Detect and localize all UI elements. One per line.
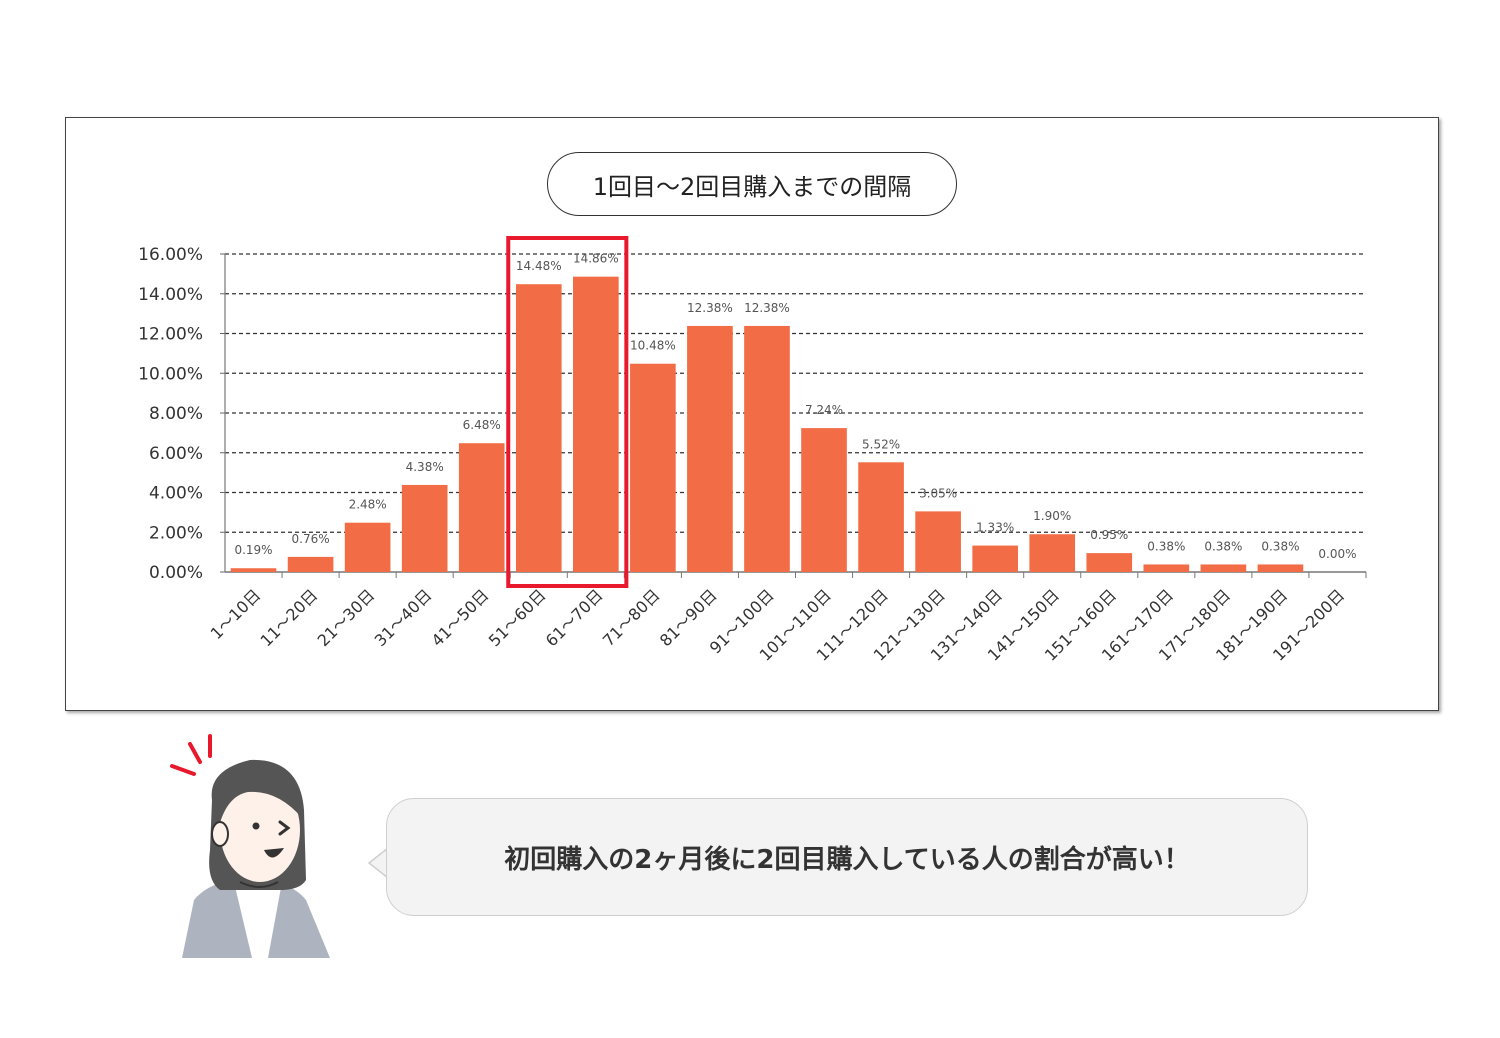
- bar: [458, 443, 505, 572]
- bar: [1257, 564, 1304, 572]
- category-label: 31～40日: [371, 585, 436, 650]
- bar: [344, 522, 391, 572]
- bar: [801, 428, 847, 572]
- data-label: 0.00%: [1318, 547, 1356, 561]
- data-label: 0.38%: [1147, 539, 1185, 553]
- category-label: 1～10日: [207, 585, 265, 643]
- y-tick-label: 2.00%: [149, 523, 203, 543]
- chart-title: 1回目～2回目購入までの間隔: [547, 152, 957, 216]
- bar: [1143, 564, 1190, 572]
- bar: [1086, 553, 1133, 572]
- y-tick-label: 10.00%: [138, 364, 203, 384]
- data-label: 0.95%: [1090, 528, 1128, 542]
- data-label: 14.86%: [573, 252, 619, 266]
- y-tick-label: 14.00%: [138, 285, 203, 305]
- data-label: 6.48%: [463, 418, 501, 432]
- data-label: 7.24%: [805, 403, 843, 417]
- data-label: 4.38%: [406, 460, 444, 474]
- bar: [1029, 534, 1076, 572]
- bar: [515, 284, 562, 572]
- data-label: 14.48%: [516, 259, 562, 273]
- y-tick-label: 0.00%: [149, 563, 203, 583]
- category-label: 61～70日: [542, 585, 607, 650]
- data-label: 0.38%: [1261, 539, 1299, 553]
- y-tick-label: 8.00%: [149, 404, 203, 424]
- data-label: 12.38%: [744, 301, 790, 315]
- bar: [687, 325, 733, 572]
- bar: [1200, 564, 1247, 572]
- speech-bubble: 初回購入の2ヶ月後に2回目購入している人の割合が高い！: [386, 798, 1308, 916]
- person-illustration-icon: [170, 734, 330, 958]
- y-tick-label: 12.00%: [138, 325, 203, 345]
- data-label: 1.33%: [976, 521, 1014, 535]
- y-tick-label: 4.00%: [149, 484, 203, 504]
- data-label: 2.48%: [349, 498, 387, 512]
- bar: [287, 556, 334, 572]
- highlight-box: [506, 236, 629, 588]
- data-label: 0.38%: [1204, 539, 1242, 553]
- bar: [401, 484, 448, 572]
- bar: [573, 276, 619, 572]
- data-label: 0.19%: [234, 543, 272, 557]
- data-label: 0.76%: [292, 532, 330, 546]
- bubble-tail: [367, 847, 389, 879]
- category-label: 41～50日: [428, 585, 493, 650]
- bar: [630, 363, 676, 572]
- bar: [230, 568, 277, 572]
- y-tick-label: 16.00%: [138, 245, 203, 265]
- category-label: 21～30日: [314, 585, 379, 650]
- data-label: 10.48%: [630, 339, 676, 353]
- data-label: 5.52%: [862, 437, 900, 451]
- category-label: 51～60日: [485, 585, 550, 650]
- data-label: 1.90%: [1033, 509, 1071, 523]
- bar: [915, 511, 961, 572]
- bar: [972, 545, 1018, 572]
- bar: [744, 325, 790, 572]
- y-tick-label: 6.00%: [149, 444, 203, 464]
- data-label: 3.05%: [919, 486, 957, 500]
- category-label: 11～20日: [257, 585, 322, 650]
- category-label: 71～80日: [599, 585, 664, 650]
- bar: [858, 462, 904, 572]
- data-label: 12.38%: [687, 301, 733, 315]
